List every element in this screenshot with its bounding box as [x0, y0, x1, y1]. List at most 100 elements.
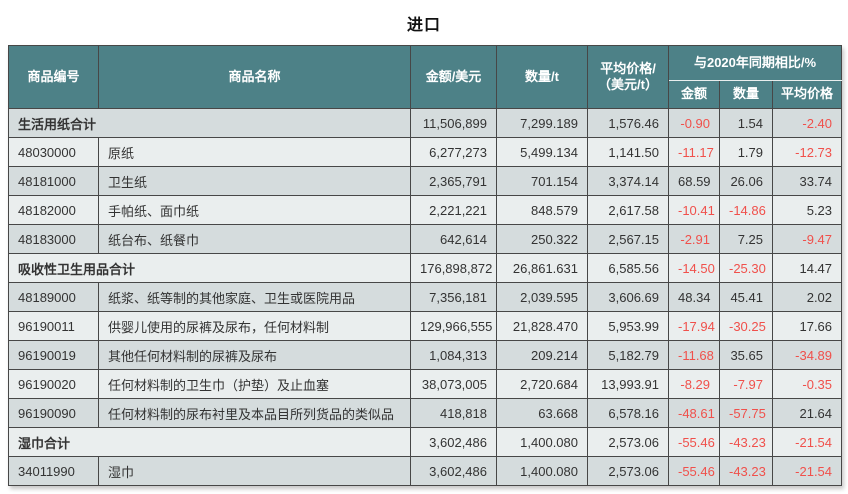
- yoy-avg-price-cell: -2.40: [771, 108, 843, 138]
- yoy-amount-cell: -2.91: [668, 224, 720, 254]
- quantity-cell: 21,828.470: [496, 311, 588, 341]
- yoy-avg-price-cell: 33.74: [771, 166, 843, 196]
- avg-price-cell: 2,567.15: [587, 224, 669, 254]
- quantity-cell: 63.668: [496, 398, 588, 428]
- amount-cell: 642,614: [410, 224, 497, 254]
- import-table: 商品编号 商品名称 金额/美元 数量/t 平均价格/（美元/t） 与2020年同…: [8, 45, 843, 486]
- table-body: 生活用纸合计 11,506,899 7,299.189 1,576.46 -0.90 1.…: [8, 108, 843, 486]
- yoy-amount-cell: -11.68: [668, 340, 720, 370]
- name-cell: 任何材料制的尿布衬里及本品目所列货品的类似品: [98, 398, 411, 428]
- yoy-amount-cell: -17.94: [668, 311, 720, 341]
- quantity-cell: 2,720.684: [496, 369, 588, 399]
- table-row: 48189000 纸浆、纸等制的其他家庭、卫生或医院用品 7,356,181 2,03…: [8, 282, 843, 312]
- yoy-quantity-cell: 1.79: [719, 137, 773, 167]
- yoy-amount-cell: -55.46: [668, 456, 720, 486]
- yoy-avg-price-cell: 2.02: [771, 282, 843, 312]
- yoy-quantity-cell: -25.30: [719, 253, 773, 283]
- name-cell: 纸台布、纸餐巾: [98, 224, 411, 254]
- avg-price-cell: 1,141.50: [587, 137, 669, 167]
- header-avg-price-line1: 平均价格/: [600, 60, 656, 76]
- avg-price-cell: 2,573.06: [587, 427, 669, 457]
- code-cell: 48189000: [8, 282, 99, 312]
- header-yoy-group: 与2020年同期相比/%: [667, 45, 843, 81]
- code-cell: 48183000: [8, 224, 99, 254]
- code-cell: 48182000: [8, 195, 99, 225]
- avg-price-cell: 6,578.16: [587, 398, 669, 428]
- quantity-cell: 209.214: [496, 340, 588, 370]
- yoy-amount-cell: -0.90: [668, 108, 720, 138]
- amount-cell: 176,898,872: [410, 253, 497, 283]
- amount-cell: 129,966,555: [410, 311, 497, 341]
- yoy-avg-price-cell: -12.73: [771, 137, 843, 167]
- avg-price-cell: 3,606.69: [587, 282, 669, 312]
- amount-cell: 7,356,181: [410, 282, 497, 312]
- name-cell: 手帕纸、面巾纸: [98, 195, 411, 225]
- avg-price-cell: 2,617.58: [587, 195, 669, 225]
- avg-price-cell: 1,576.46: [587, 108, 669, 138]
- name-cell: 原纸: [98, 137, 411, 167]
- yoy-avg-price-cell: 21.64: [771, 398, 843, 428]
- table-row: 生活用纸合计 11,506,899 7,299.189 1,576.46 -0.90 1.…: [8, 108, 843, 138]
- code-cell: 96190019: [8, 340, 99, 370]
- yoy-avg-price-cell: -21.54: [771, 456, 843, 486]
- yoy-amount-cell: 68.59: [668, 166, 720, 196]
- quantity-cell: 1,400.080: [496, 456, 588, 486]
- table-row: 48181000 卫生纸 2,365,791 701.154 3,374.14 68.59…: [8, 166, 843, 196]
- amount-cell: 38,073,005: [410, 369, 497, 399]
- yoy-amount-cell: 48.34: [668, 282, 720, 312]
- quantity-cell: 250.322: [496, 224, 588, 254]
- yoy-amount-cell: -14.50: [668, 253, 720, 283]
- amount-cell: 418,818: [410, 398, 497, 428]
- table-row: 34011990 湿巾 3,602,486 1,400.080 2,573.06 -55.…: [8, 456, 843, 486]
- avg-price-cell: 13,993.91: [587, 369, 669, 399]
- header-yoy-amount: 金额: [668, 80, 720, 109]
- yoy-amount-cell: -10.41: [668, 195, 720, 225]
- code-cell: 34011990: [8, 456, 99, 486]
- amount-cell: 2,221,221: [410, 195, 497, 225]
- amount-cell: 1,084,313: [410, 340, 497, 370]
- table-row: 吸收性卫生用品合计 176,898,872 26,861.631 6,585.56 -1…: [8, 253, 843, 283]
- header-amount: 金额/美元: [410, 45, 497, 109]
- yoy-quantity-cell: -7.97: [719, 369, 773, 399]
- total-label-cell: 生活用纸合计: [8, 108, 411, 138]
- amount-cell: 2,365,791: [410, 166, 497, 196]
- avg-price-cell: 5,182.79: [587, 340, 669, 370]
- quantity-cell: 5,499.134: [496, 137, 588, 167]
- total-label-cell: 湿巾合计: [8, 427, 411, 457]
- amount-cell: 3,602,486: [410, 456, 497, 486]
- yoy-quantity-cell: 1.54: [719, 108, 773, 138]
- total-label-cell: 吸收性卫生用品合计: [8, 253, 411, 283]
- header-yoy-avg-price: 平均价格: [771, 80, 843, 109]
- header-avg-price: 平均价格/（美元/t）: [587, 45, 669, 109]
- avg-price-cell: 6,585.56: [587, 253, 669, 283]
- quantity-cell: 2,039.595: [496, 282, 588, 312]
- code-cell: 48181000: [8, 166, 99, 196]
- avg-price-cell: 5,953.99: [587, 311, 669, 341]
- quantity-cell: 1,400.080: [496, 427, 588, 457]
- amount-cell: 3,602,486: [410, 427, 497, 457]
- header-name: 商品名称: [98, 45, 411, 109]
- yoy-avg-price-cell: 5.23: [771, 195, 843, 225]
- table-row: 48183000 纸台布、纸餐巾 642,614 250.322 2,567.15 -2.…: [8, 224, 843, 254]
- yoy-avg-price-cell: 14.47: [771, 253, 843, 283]
- name-cell: 供婴儿使用的尿裤及尿布，任何材料制: [98, 311, 411, 341]
- yoy-amount-cell: -8.29: [668, 369, 720, 399]
- code-cell: 96190011: [8, 311, 99, 341]
- header-avg-price-line2: （美元/t）: [598, 77, 658, 92]
- avg-price-cell: 3,374.14: [587, 166, 669, 196]
- code-cell: 96190020: [8, 369, 99, 399]
- quantity-cell: 848.579: [496, 195, 588, 225]
- quantity-cell: 7,299.189: [496, 108, 588, 138]
- yoy-quantity-cell: -14.86: [719, 195, 773, 225]
- table-row: 湿巾合计 3,602,486 1,400.080 2,573.06 -55.46 -43.…: [8, 427, 843, 457]
- name-cell: 纸浆、纸等制的其他家庭、卫生或医院用品: [98, 282, 411, 312]
- name-cell: 湿巾: [98, 456, 411, 486]
- table-header: 商品编号 商品名称 金额/美元 数量/t 平均价格/（美元/t） 与2020年同…: [8, 45, 843, 109]
- yoy-quantity-cell: -57.75: [719, 398, 773, 428]
- quantity-cell: 26,861.631: [496, 253, 588, 283]
- table-row: 48182000 手帕纸、面巾纸 2,221,221 848.579 2,617.58-…: [8, 195, 843, 225]
- yoy-quantity-cell: -43.23: [719, 427, 773, 457]
- yoy-avg-price-cell: -9.47: [771, 224, 843, 254]
- table-row: 96190011 供婴儿使用的尿裤及尿布，任何材料制 129,966,555 21,8…: [8, 311, 843, 341]
- yoy-quantity-cell: 26.06: [719, 166, 773, 196]
